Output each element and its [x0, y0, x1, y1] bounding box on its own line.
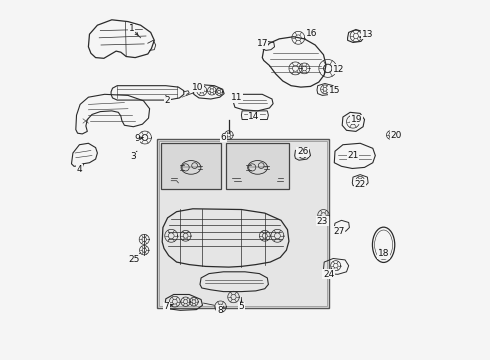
Text: 2: 2 [165, 96, 171, 105]
Text: 19: 19 [351, 115, 362, 124]
Text: 5: 5 [239, 302, 245, 311]
Text: 1: 1 [129, 24, 134, 33]
Text: 11: 11 [231, 94, 243, 102]
Text: 13: 13 [362, 30, 373, 39]
Text: 12: 12 [333, 65, 344, 74]
Text: 25: 25 [128, 255, 140, 264]
Text: 18: 18 [378, 249, 390, 258]
Text: 10: 10 [192, 83, 203, 91]
Text: 15: 15 [328, 86, 340, 95]
Bar [159, 141, 327, 306]
Text: 17: 17 [257, 40, 268, 49]
Bar [157, 139, 329, 308]
Text: 8: 8 [217, 306, 222, 315]
Text: 26: 26 [297, 148, 308, 156]
Text: 27: 27 [334, 227, 345, 236]
Text: 14: 14 [248, 112, 260, 121]
Text: 24: 24 [323, 270, 334, 279]
Text: 6: 6 [220, 133, 226, 142]
Text: 16: 16 [306, 29, 318, 37]
Text: 20: 20 [391, 130, 402, 139]
Text: 7: 7 [164, 302, 170, 311]
Bar [226, 143, 289, 189]
Text: 9: 9 [134, 134, 140, 143]
Text: 22: 22 [355, 180, 366, 189]
Text: 23: 23 [317, 217, 328, 226]
Text: 3: 3 [130, 152, 136, 161]
Text: 4: 4 [76, 165, 82, 174]
Bar [162, 143, 221, 189]
Text: 21: 21 [347, 151, 359, 160]
